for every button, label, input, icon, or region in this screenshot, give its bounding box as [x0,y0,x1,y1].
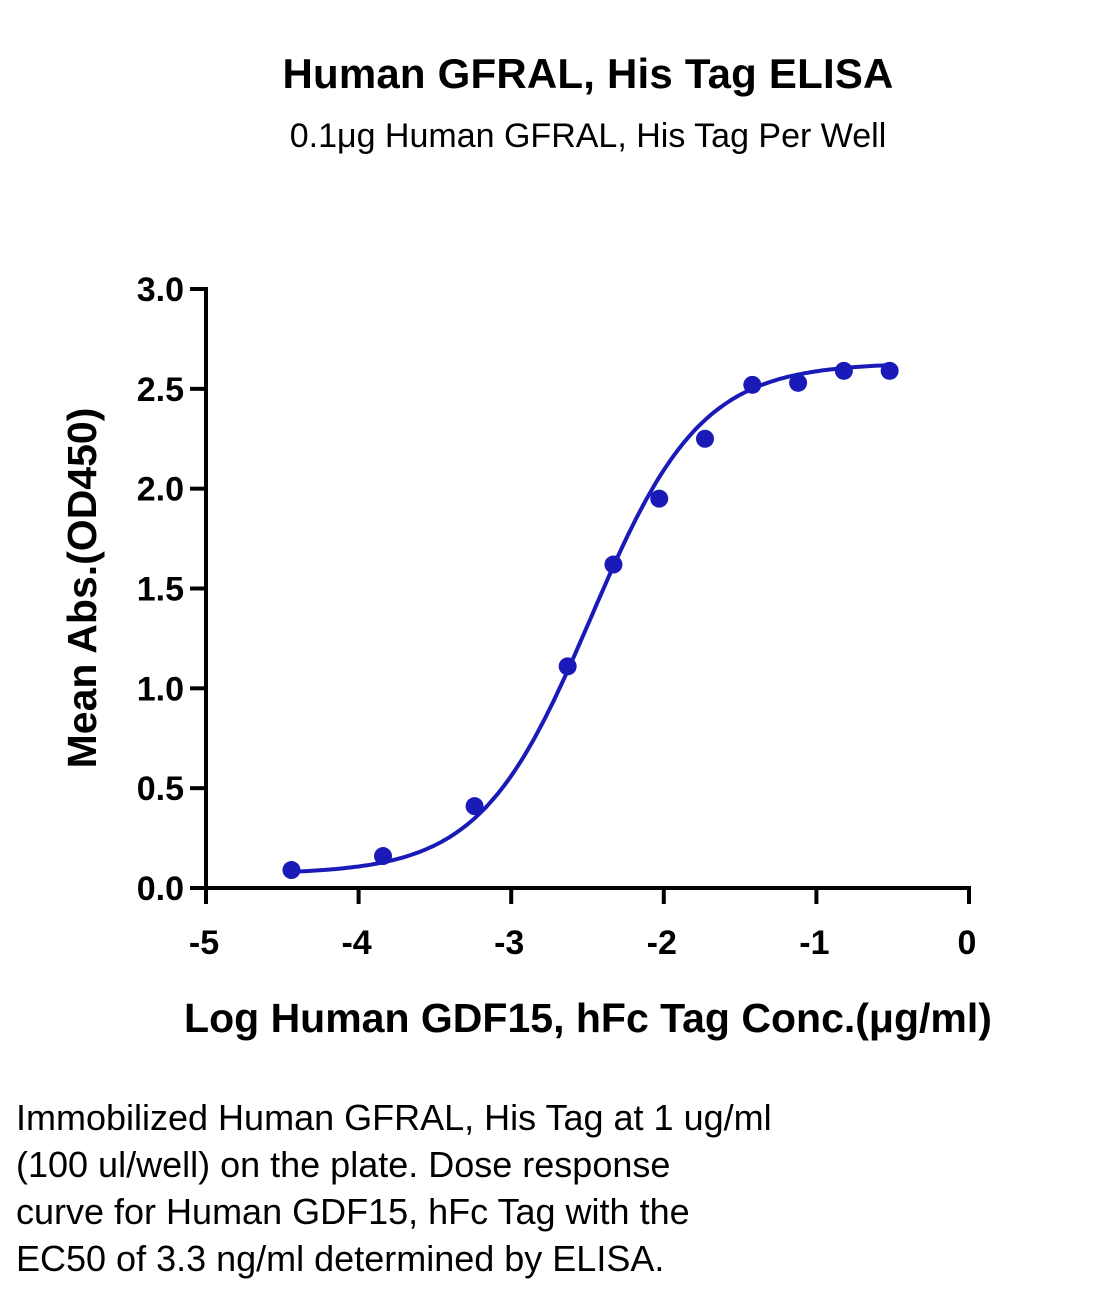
chart-subtitle: 0.1μg Human GFRAL, His Tag Per Well [289,117,887,155]
figure-caption: Immobilized Human GFRAL, His Tag at 1 ug… [16,1094,936,1282]
data-point [880,361,899,380]
y-tick-label: 1.5 [137,571,184,609]
data-point [374,847,393,866]
data-point [558,657,577,676]
x-tick-label: -3 [494,924,524,962]
chart-title: Human GFRAL, His Tag ELISA [282,50,894,97]
x-axis-label: Log Human GDF15, hFc Tag Conc.(μg/ml) [184,995,992,1041]
data-point [282,861,301,880]
y-tick-label: 0.0 [137,870,184,908]
fit-curve [291,363,890,874]
fit-layer [291,363,890,874]
data-point [650,489,669,508]
axes: 0.0 0.5 1.0 1.5 2.0 2.5 3.0 -5 -4 -3 -2 -1 0 [137,271,977,962]
y-tick-label: 1.0 [137,670,184,708]
x-tick-label: -1 [799,924,829,962]
x-tick-label: -2 [647,924,677,962]
caption-line: EC50 of 3.3 ng/ml determined by ELISA. [16,1238,665,1279]
x-tick-label: -5 [189,924,219,962]
x-tick-label: 0 [958,924,977,962]
data-point [465,797,484,816]
data-point [604,555,623,574]
caption-line: (100 ul/well) on the plate. Dose respons… [16,1144,671,1185]
caption-line: curve for Human GDF15, hFc Tag with the [16,1191,690,1232]
data-point [834,361,853,380]
y-tick-label: 2.5 [137,371,184,409]
data-point [789,373,808,392]
y-tick-label: 0.5 [137,770,184,808]
y-tick-label: 2.0 [137,471,184,509]
y-tick-label: 3.0 [137,271,184,309]
x-tick-label: -4 [341,924,371,962]
caption-line: Immobilized Human GFRAL, His Tag at 1 ug… [16,1097,772,1138]
data-points [282,361,899,880]
data-point [696,429,715,448]
data-point [743,375,762,394]
y-axis-label: Mean Abs.(OD450) [59,408,105,769]
